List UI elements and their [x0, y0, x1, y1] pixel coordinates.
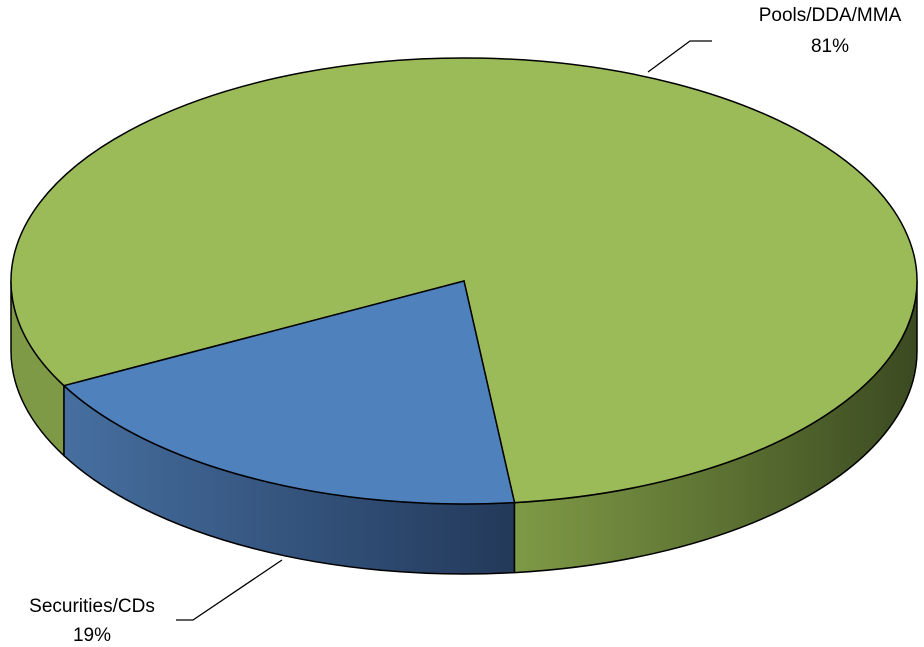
- slice-label-pools-dda-mma-value: 81%: [811, 36, 849, 57]
- slice-securities-cds[interactable]: [62, 280, 516, 505]
- slice-label-securities-cds-name: Securities/CDs: [29, 596, 155, 617]
- slice-label-pools-dda-mma-name: Pools/DDA/MMA: [759, 5, 902, 26]
- leader-line-securities-cds: [176, 559, 283, 621]
- slice-label-securities-cds-value: 19%: [73, 625, 111, 646]
- leader-line-pools-dda-mma: [647, 40, 712, 73]
